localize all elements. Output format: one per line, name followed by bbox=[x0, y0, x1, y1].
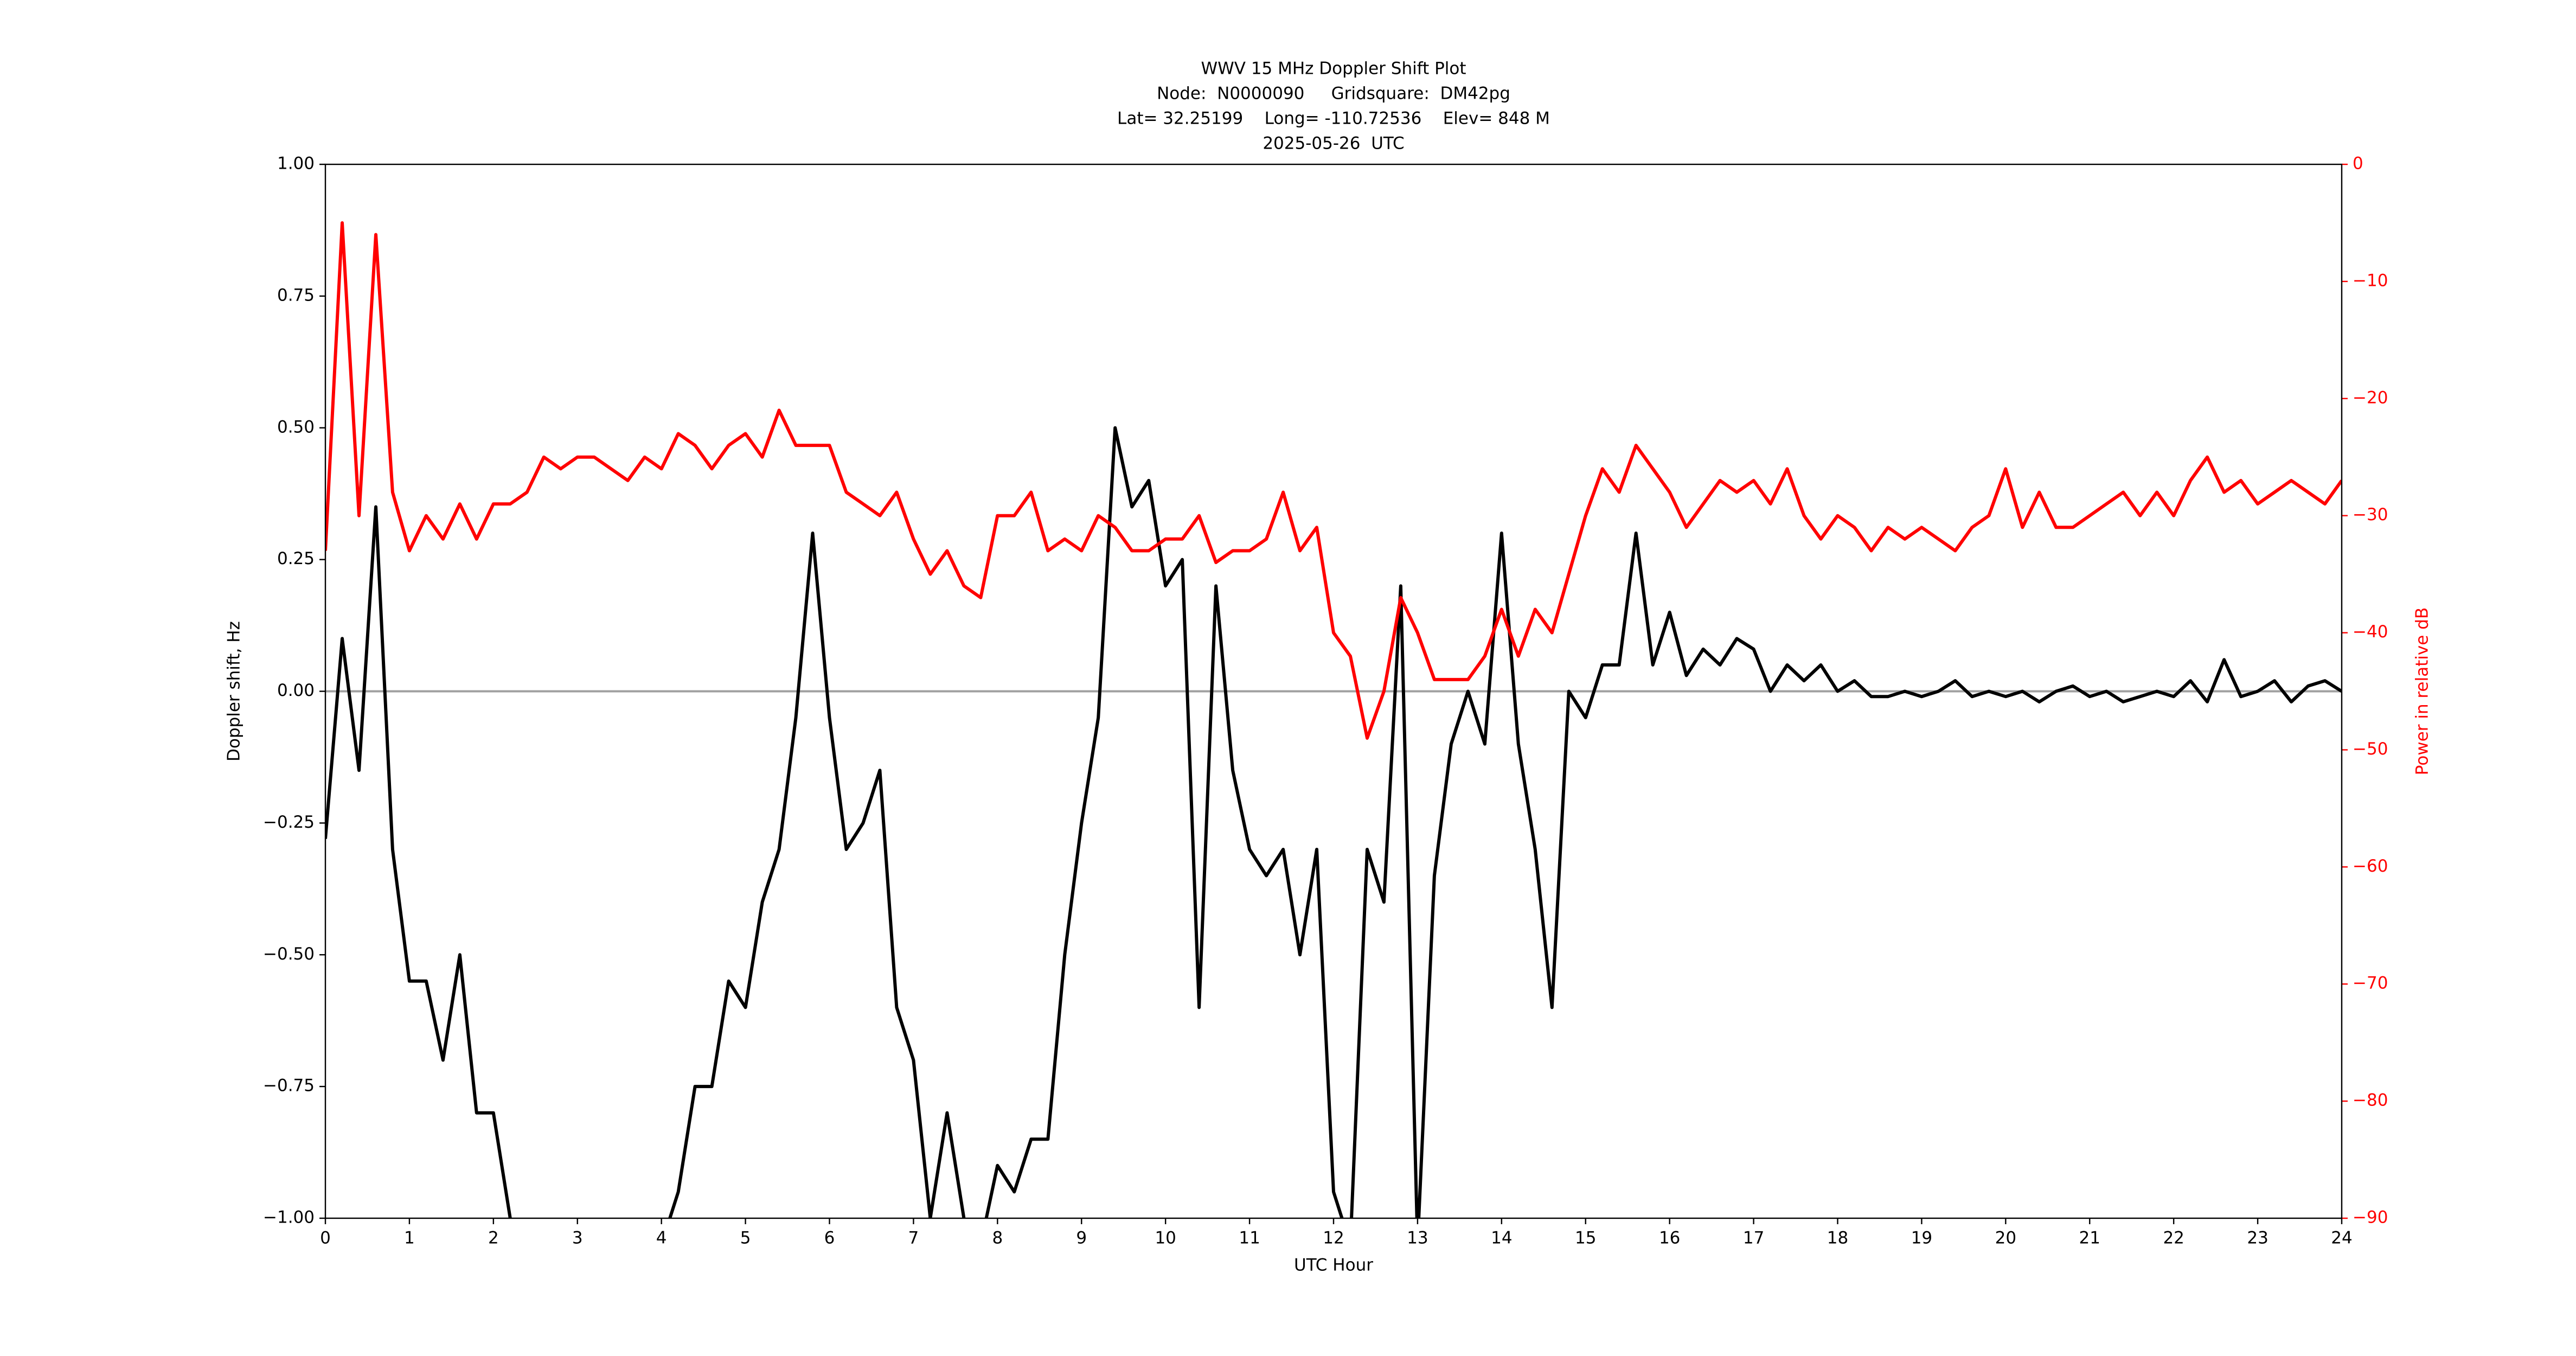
plot-area bbox=[325, 221, 2342, 1218]
y2-tick-label: −30 bbox=[2353, 505, 2388, 525]
y2-axis-label: Power in relative dB bbox=[2413, 607, 2432, 775]
x-tick-label: 2 bbox=[488, 1229, 499, 1248]
y2-tick-label: 0 bbox=[2353, 154, 2363, 174]
x-tick-label: 4 bbox=[656, 1229, 667, 1248]
y-tick-label: −1.00 bbox=[263, 1208, 315, 1227]
plot-frame bbox=[324, 163, 2343, 1219]
x-tick-label: 10 bbox=[1155, 1229, 1176, 1248]
x-tick-label: 19 bbox=[1911, 1229, 1932, 1248]
data-line bbox=[325, 221, 2342, 740]
y2-tick-label: −10 bbox=[2353, 271, 2388, 290]
y-tick-label: −0.50 bbox=[263, 944, 315, 964]
y2-tick-label: −80 bbox=[2353, 1091, 2388, 1110]
x-tick-label: 20 bbox=[1995, 1229, 2016, 1248]
y2-tick-label: −60 bbox=[2353, 856, 2388, 876]
x-tick-label: 22 bbox=[2163, 1229, 2184, 1248]
chart-title: Node: N0000090 Gridsquare: DM42pg bbox=[1157, 84, 1510, 104]
y-tick-label: −0.75 bbox=[263, 1076, 315, 1096]
x-tick-label: 23 bbox=[2247, 1229, 2268, 1248]
x-tick-label: 8 bbox=[992, 1229, 1003, 1248]
y-tick-label: −0.25 bbox=[263, 813, 315, 832]
chart-title: Lat= 32.25199 Long= -110.72536 Elev= 848… bbox=[1117, 109, 1550, 129]
x-tick-label: 13 bbox=[1407, 1229, 1428, 1248]
x-tick-label: 6 bbox=[824, 1229, 835, 1248]
x-tick-label: 1 bbox=[404, 1229, 415, 1248]
x-tick-label: 5 bbox=[740, 1229, 751, 1248]
y2-tick-label: −40 bbox=[2353, 622, 2388, 642]
x-tick-label: 9 bbox=[1076, 1229, 1087, 1248]
y-tick-label: 0.00 bbox=[277, 681, 315, 700]
x-tick-label: 12 bbox=[1323, 1229, 1344, 1248]
y-tick-label: 0.25 bbox=[277, 549, 315, 568]
x-tick-label: 15 bbox=[1575, 1229, 1596, 1248]
data-line bbox=[325, 426, 2342, 1218]
y-tick-label: 0.50 bbox=[277, 417, 315, 437]
y2-tick-label: −90 bbox=[2353, 1208, 2388, 1227]
x-tick-label: 21 bbox=[2079, 1229, 2100, 1248]
x-axis-label: UTC Hour bbox=[1294, 1256, 1373, 1275]
y2-tick-label: −20 bbox=[2353, 388, 2388, 407]
y-tick-label: 0.75 bbox=[277, 285, 315, 305]
chart-title: 2025-05-26 UTC bbox=[1263, 134, 1404, 153]
x-tick-label: 3 bbox=[572, 1229, 583, 1248]
y2-tick-label: −70 bbox=[2353, 974, 2388, 993]
x-tick-label: 24 bbox=[2331, 1229, 2352, 1248]
x-tick-label: 11 bbox=[1239, 1229, 1260, 1248]
y-axis-label: Doppler shift, Hz bbox=[225, 621, 244, 762]
x-tick-label: 17 bbox=[1743, 1229, 1764, 1248]
x-tick-label: 18 bbox=[1827, 1229, 1848, 1248]
chart-title: WWV 15 MHz Doppler Shift Plot bbox=[1201, 59, 1466, 79]
y2-tick-label: −50 bbox=[2353, 739, 2388, 759]
y-tick-label: 1.00 bbox=[277, 154, 315, 174]
x-tick-label: 14 bbox=[1491, 1229, 1512, 1248]
x-tick-label: 7 bbox=[908, 1229, 919, 1248]
x-tick-label: 16 bbox=[1659, 1229, 1680, 1248]
x-tick-label: 0 bbox=[320, 1229, 331, 1248]
